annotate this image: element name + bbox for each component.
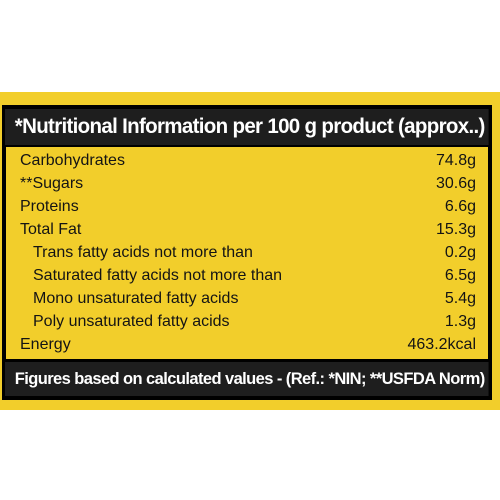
nutrient-row-saturated-fat: Saturated fatty acids not more than 6.5g bbox=[6, 264, 488, 287]
nutrient-value: 6.5g bbox=[444, 267, 476, 284]
nutrient-name: Carbohydrates bbox=[20, 152, 125, 169]
nutrient-row-energy: Energy 463.2kcal bbox=[6, 333, 488, 356]
nutrient-value: 15.3g bbox=[435, 221, 476, 238]
nutrient-name: Energy bbox=[20, 336, 71, 353]
nutrient-value: 1.3g bbox=[444, 313, 476, 330]
nutrient-value: 30.6g bbox=[435, 175, 476, 192]
nutrition-table: Carbohydrates 74.8g **Sugars 30.6g Prote… bbox=[6, 147, 488, 359]
nutrition-header-title: *Nutritional Information per 100 g produ… bbox=[5, 109, 489, 145]
nutrient-name: Trans fatty acids not more than bbox=[33, 244, 253, 261]
nutrient-name: Total Fat bbox=[20, 221, 82, 238]
nutrient-name: Saturated fatty acids not more than bbox=[33, 267, 283, 284]
nutrient-row-proteins: Proteins 6.6g bbox=[6, 195, 488, 218]
nutrient-row-total-fat: Total Fat 15.3g bbox=[6, 218, 488, 241]
nutrient-value: 463.2kcal bbox=[407, 336, 477, 353]
nutrient-value: 6.6g bbox=[444, 198, 476, 215]
nutrient-row-trans-fat: Trans fatty acids not more than 0.2g bbox=[6, 241, 488, 264]
nutrient-row-mono-unsaturated-fat: Mono unsaturated fatty acids 5.4g bbox=[6, 287, 488, 310]
nutrient-value: 74.8g bbox=[435, 152, 476, 169]
nutrient-row-sugars: **Sugars 30.6g bbox=[6, 172, 488, 195]
nutrient-name: **Sugars bbox=[20, 175, 84, 192]
nutrient-row-carbohydrates: Carbohydrates 74.8g bbox=[6, 149, 488, 172]
nutrient-name: Mono unsaturated fatty acids bbox=[33, 290, 239, 307]
nutrient-name: Poly unsaturated fatty acids bbox=[33, 313, 230, 330]
nutrition-footer-note: Figures based on calculated values - (Re… bbox=[5, 362, 489, 396]
nutrient-value: 0.2g bbox=[444, 244, 476, 261]
nutrient-name: Proteins bbox=[20, 198, 79, 215]
nutrient-value: 5.4g bbox=[444, 290, 476, 307]
nutrient-row-poly-unsaturated-fat: Poly unsaturated fatty acids 1.3g bbox=[6, 310, 488, 333]
